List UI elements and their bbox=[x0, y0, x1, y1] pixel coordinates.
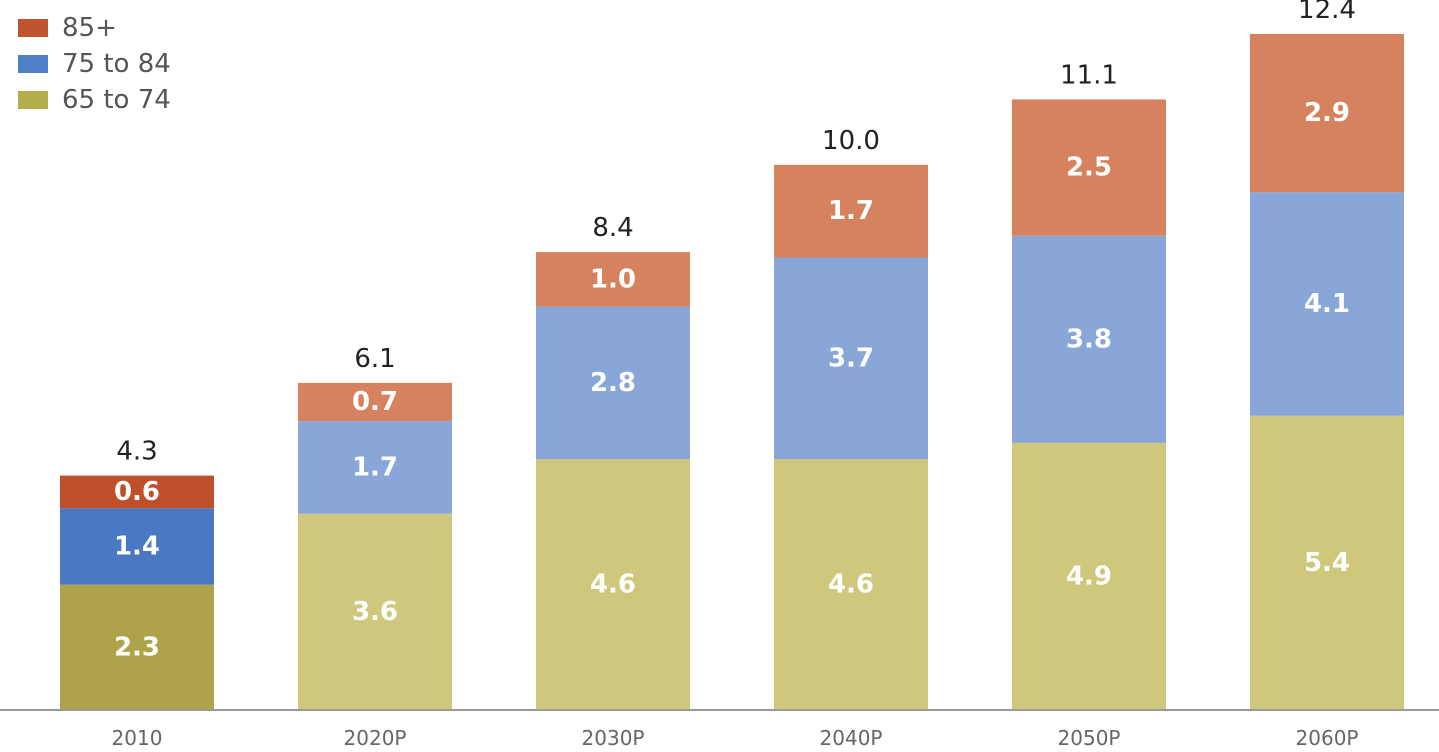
legend: 85+ 75 to 84 65 to 74 bbox=[18, 10, 171, 118]
bar-segment-75-to-84 bbox=[536, 306, 690, 460]
legend-item-65-to-74: 65 to 74 bbox=[18, 82, 171, 118]
segment-value-label: 3.7 bbox=[828, 343, 874, 373]
x-tick-label: 2020P bbox=[344, 726, 407, 750]
total-value-label: 11.1 bbox=[1060, 60, 1118, 90]
legend-swatch bbox=[18, 19, 48, 37]
segment-value-label: 4.9 bbox=[1066, 561, 1112, 591]
segment-value-label: 1.4 bbox=[114, 531, 160, 561]
bar-segment-65-to-74 bbox=[1250, 415, 1404, 710]
segment-value-label: 2.5 bbox=[1066, 153, 1112, 183]
bars-group: 2.3 1.4 0.6 4.3 3.6 1.7 0.7 6.1 4.6 2.8 1.0 8.4 4.6 3… bbox=[60, 0, 1404, 710]
segment-value-label: 2.9 bbox=[1304, 98, 1350, 128]
bar-segment-65-to-74 bbox=[1012, 442, 1166, 710]
legend-item-85plus: 85+ bbox=[18, 10, 171, 46]
total-value-label: 10.0 bbox=[822, 126, 880, 156]
bar-segment-65-to-74 bbox=[536, 459, 690, 710]
segment-value-label: 1.0 bbox=[590, 264, 636, 294]
x-tick-label: 2050P bbox=[1058, 726, 1121, 750]
segment-value-label: 0.6 bbox=[114, 477, 160, 507]
x-tick-label: 2060P bbox=[1296, 726, 1359, 750]
segment-value-label: 4.6 bbox=[590, 570, 636, 600]
total-value-label: 4.3 bbox=[116, 437, 157, 467]
segment-value-label: 2.3 bbox=[114, 632, 160, 662]
bar-segment-65-to-74 bbox=[60, 584, 214, 710]
bar-segment-75-to-84 bbox=[1250, 192, 1404, 416]
segment-value-label: 1.7 bbox=[828, 196, 874, 226]
x-tick-labels: 2010 2020P 2030P 2040P 2050P 2060P bbox=[112, 726, 1359, 750]
x-tick-label: 2010 bbox=[112, 726, 163, 750]
bar-segment-85plus bbox=[60, 475, 214, 509]
segment-value-label: 2.8 bbox=[590, 368, 636, 398]
segment-value-label: 4.1 bbox=[1304, 289, 1350, 319]
segment-value-label: 3.8 bbox=[1066, 324, 1112, 354]
segment-value-label: 5.4 bbox=[1304, 548, 1350, 578]
total-value-label: 6.1 bbox=[354, 344, 395, 374]
segment-value-label: 3.6 bbox=[352, 597, 398, 627]
bar-segment-85plus bbox=[774, 164, 928, 258]
bar-segment-85plus bbox=[1012, 99, 1166, 236]
legend-label: 75 to 84 bbox=[62, 49, 171, 79]
legend-item-75-to-84: 75 to 84 bbox=[18, 46, 171, 82]
segment-value-label: 1.7 bbox=[352, 452, 398, 482]
bar-segment-85plus bbox=[1250, 34, 1404, 193]
total-value-label: 12.4 bbox=[1298, 0, 1356, 25]
bar-segment-85plus bbox=[536, 252, 690, 307]
bar-segment-75-to-84 bbox=[1012, 235, 1166, 443]
bar-segment-85plus bbox=[298, 382, 452, 422]
bar-segment-75-to-84 bbox=[774, 257, 928, 460]
bar-segment-75-to-84 bbox=[298, 421, 452, 514]
segment-value-label: 4.6 bbox=[828, 570, 874, 600]
total-value-label: 8.4 bbox=[592, 213, 633, 243]
legend-swatch bbox=[18, 55, 48, 73]
legend-swatch bbox=[18, 91, 48, 109]
legend-label: 65 to 74 bbox=[62, 85, 171, 115]
x-tick-label: 2040P bbox=[820, 726, 883, 750]
legend-label: 85+ bbox=[62, 13, 117, 43]
bar-segment-65-to-74 bbox=[298, 513, 452, 710]
bar-segment-75-to-84 bbox=[60, 508, 214, 585]
x-tick-label: 2030P bbox=[582, 726, 645, 750]
segment-value-label: 0.7 bbox=[352, 387, 398, 417]
bar-segment-65-to-74 bbox=[774, 459, 928, 710]
